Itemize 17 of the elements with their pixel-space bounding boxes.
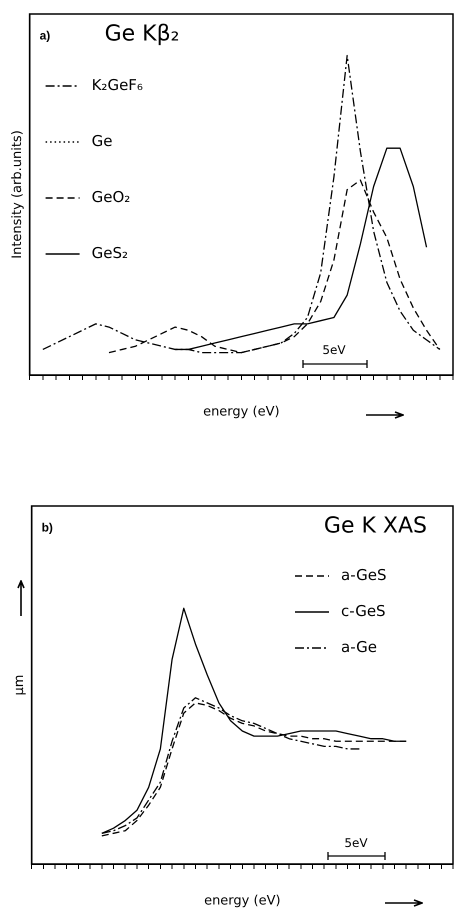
chart-title: Ge Kβ₂ bbox=[104, 22, 180, 47]
legend-label: c-GeS bbox=[341, 602, 386, 620]
text: b) bbox=[42, 520, 53, 534]
legend-label: a-GeS bbox=[341, 566, 387, 584]
x-axis-title: energy (eV) bbox=[204, 894, 281, 909]
x-axis-title: energy (eV) bbox=[203, 404, 280, 420]
legend-label: GeS₂ bbox=[92, 244, 128, 262]
chart-title: Ge K XAS bbox=[324, 514, 428, 539]
annotation: 5eV bbox=[344, 836, 368, 850]
legend-label: Ge bbox=[92, 132, 112, 150]
legend-label: K₂GeF₆ bbox=[92, 76, 143, 94]
legend-label: a-Ge bbox=[341, 638, 378, 656]
y-axis-title: μm bbox=[12, 674, 28, 696]
text: a) bbox=[40, 28, 50, 42]
y-axis-title: Intensity (arb.units) bbox=[10, 130, 26, 259]
legend-label: GeO₂ bbox=[92, 188, 130, 206]
annotation: 5eV bbox=[322, 343, 346, 358]
